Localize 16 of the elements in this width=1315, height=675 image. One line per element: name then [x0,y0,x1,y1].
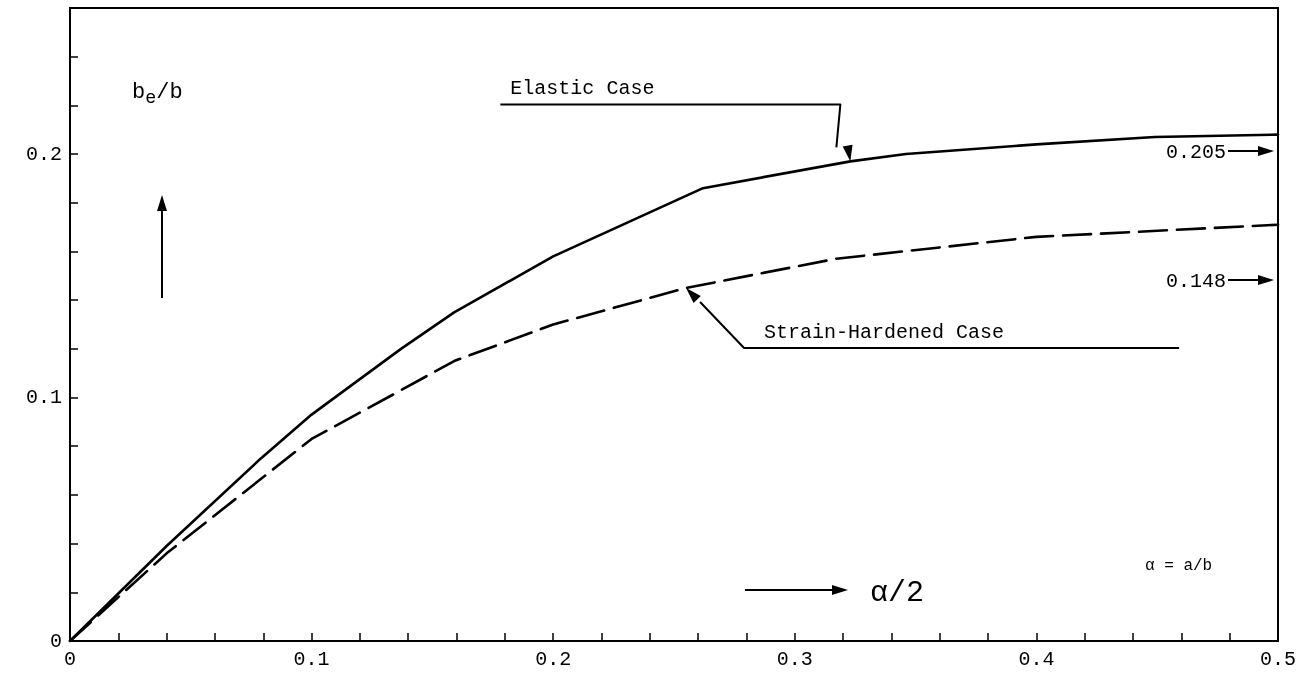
x-tick-label: 0.2 [535,647,572,671]
x-tick-label: 0 [63,647,77,671]
text: Strain-Hardened Case [764,320,1005,344]
x-tick-label: 0.5 [1259,647,1297,671]
y-tick-label: 0.2 [25,142,62,166]
x-tick-label: 0.4 [1018,647,1055,671]
y-axis-title: b$_{e}$/b [132,80,183,110]
y-tick-label: 0 [49,629,62,653]
annotation: 0.148 [1165,270,1226,293]
annotation: 0.205 [1165,141,1226,164]
x-tick-label: 0.1 [293,647,330,671]
annotation: α = a/b [1145,557,1213,575]
y-tick-label: 0.1 [25,386,62,410]
x-axis-title: α/2 [870,576,925,610]
x-tick-label: 0.3 [776,647,813,671]
text: Elastic Case [510,77,655,101]
